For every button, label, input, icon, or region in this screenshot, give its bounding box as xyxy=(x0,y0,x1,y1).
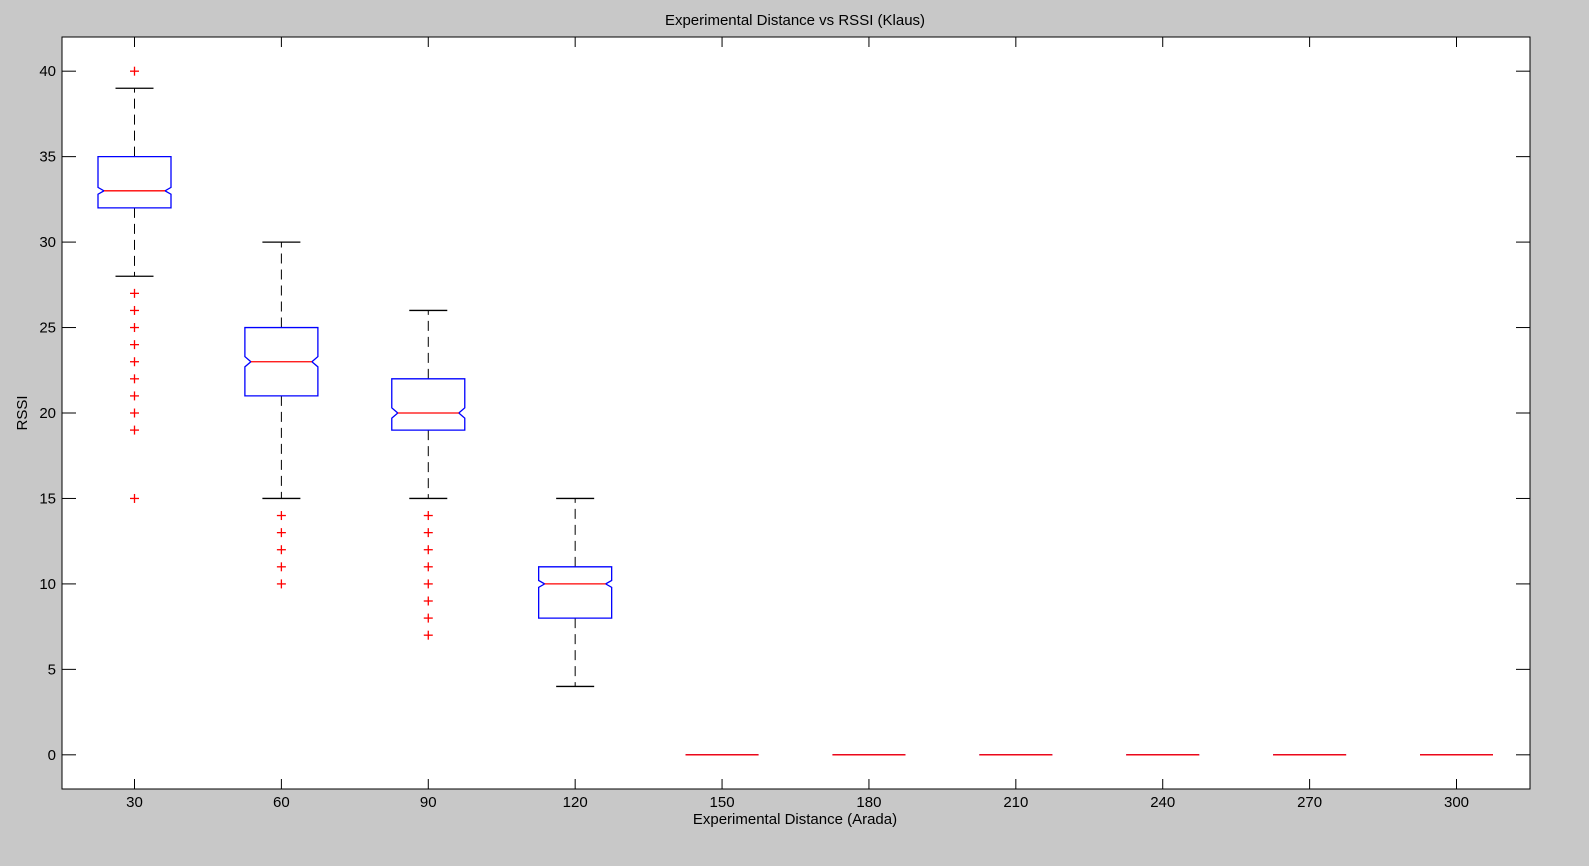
outlier-marker xyxy=(276,545,286,555)
outlier-marker xyxy=(276,562,286,572)
x-tick-label: 120 xyxy=(563,794,588,811)
outlier-marker xyxy=(130,305,139,315)
box-group-30 xyxy=(97,66,172,503)
outlier-marker xyxy=(423,511,433,521)
x-tick-label: 90 xyxy=(420,794,437,811)
y-tick-label: 20 xyxy=(39,405,56,422)
y-tick-label: 10 xyxy=(39,576,56,593)
x-tick-label: 210 xyxy=(1003,794,1028,811)
box-body xyxy=(538,566,613,619)
outlier-marker xyxy=(130,391,139,401)
box-group-120 xyxy=(538,497,613,688)
outlier-marker xyxy=(276,579,286,589)
y-tick-label: 0 xyxy=(48,747,56,764)
x-axis-label: Experimental Distance (Arada) xyxy=(693,811,897,828)
box-body xyxy=(244,326,319,397)
y-tick-label: 30 xyxy=(39,234,56,251)
outlier-marker xyxy=(130,425,139,435)
box-body xyxy=(97,155,172,209)
x-tick-label: 240 xyxy=(1150,794,1175,811)
outlier-marker xyxy=(423,630,433,640)
y-tick-label: 15 xyxy=(39,490,56,507)
x-tick-label: 60 xyxy=(273,794,290,811)
outlier-marker xyxy=(423,596,433,606)
outlier-marker xyxy=(130,357,139,367)
box-body xyxy=(391,378,466,431)
outlier-marker xyxy=(276,528,286,538)
outlier-marker xyxy=(423,579,433,589)
box-group-60 xyxy=(244,241,319,589)
outlier-marker xyxy=(423,562,433,572)
ticks-layer: 0 5 10 15 20 25 30 35 40 30 60 90 120 150 180 210 240 270… xyxy=(39,37,1530,811)
boxes-layer xyxy=(97,66,1493,756)
outlier-marker xyxy=(130,408,139,418)
outlier-marker xyxy=(130,288,139,298)
axes-area xyxy=(61,36,1531,790)
y-tick-label: 25 xyxy=(39,320,56,337)
y-tick-label: 35 xyxy=(39,149,56,166)
outlier-marker xyxy=(130,340,139,350)
outlier-marker xyxy=(423,545,433,555)
x-tick-label: 300 xyxy=(1444,794,1469,811)
x-tick-label: 30 xyxy=(126,794,143,811)
outlier-marker xyxy=(276,511,286,521)
outlier-marker xyxy=(130,374,139,384)
outlier-marker xyxy=(130,493,139,503)
y-tick-label: 40 xyxy=(39,63,56,80)
y-tick-label: 5 xyxy=(48,661,56,678)
outlier-marker xyxy=(130,323,139,333)
x-tick-label: 150 xyxy=(710,794,735,811)
box-group-90 xyxy=(391,309,466,640)
outlier-marker xyxy=(423,613,433,623)
x-tick-label: 270 xyxy=(1297,794,1322,811)
y-axis-label: RSSI xyxy=(14,395,31,430)
chart-title: Experimental Distance vs RSSI (Klaus) xyxy=(665,12,925,29)
outlier-marker xyxy=(423,528,433,538)
x-tick-label: 180 xyxy=(856,794,881,811)
outlier-marker xyxy=(130,66,139,76)
